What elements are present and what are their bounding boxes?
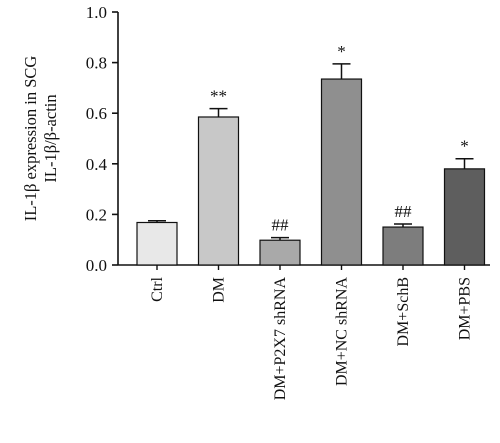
y-axis-label-line: IL-1β/β-actin [41, 94, 60, 182]
category-label: DM+NC shRNA [334, 277, 351, 386]
significance-label: ## [272, 216, 290, 235]
significance-label: * [460, 137, 469, 156]
bar [382, 226, 424, 266]
bar [136, 221, 178, 266]
y-tick-label: 0.2 [86, 205, 107, 224]
y-axis-label: IL-1β expression in SCG IL-1β/β-actin [21, 56, 60, 222]
bar [259, 239, 301, 266]
y-tick-label: 1.0 [86, 3, 107, 22]
category-label: DM+PBS [457, 277, 474, 340]
y-tick-label: 0.4 [86, 155, 108, 174]
category-label: DM+SchB [395, 277, 412, 346]
bars: ** ## * ## * [136, 42, 486, 266]
category-labels: Ctrl DM DM+P2X7 shRNA DM+NC shRNA DM+SchB DM+… [149, 276, 474, 400]
category-label: DM+P2X7 shRNA [272, 277, 289, 401]
significance-label: * [337, 42, 346, 61]
y-axis-label-line: IL-1β expression in SCG [21, 56, 40, 222]
bar [197, 116, 240, 266]
y-tick-label: 0.0 [86, 256, 107, 275]
y-tick-label: 0.8 [86, 54, 107, 73]
bar [443, 168, 486, 266]
category-label: DM [211, 277, 228, 303]
significance-label: ## [395, 202, 413, 221]
bar [320, 78, 363, 266]
category-label: Ctrl [149, 276, 166, 301]
significance-label: ** [210, 87, 227, 106]
y-tick-label: 0.6 [86, 104, 107, 123]
axes: 0.0 0.2 0.4 0.6 0.8 1.0 [86, 3, 490, 275]
